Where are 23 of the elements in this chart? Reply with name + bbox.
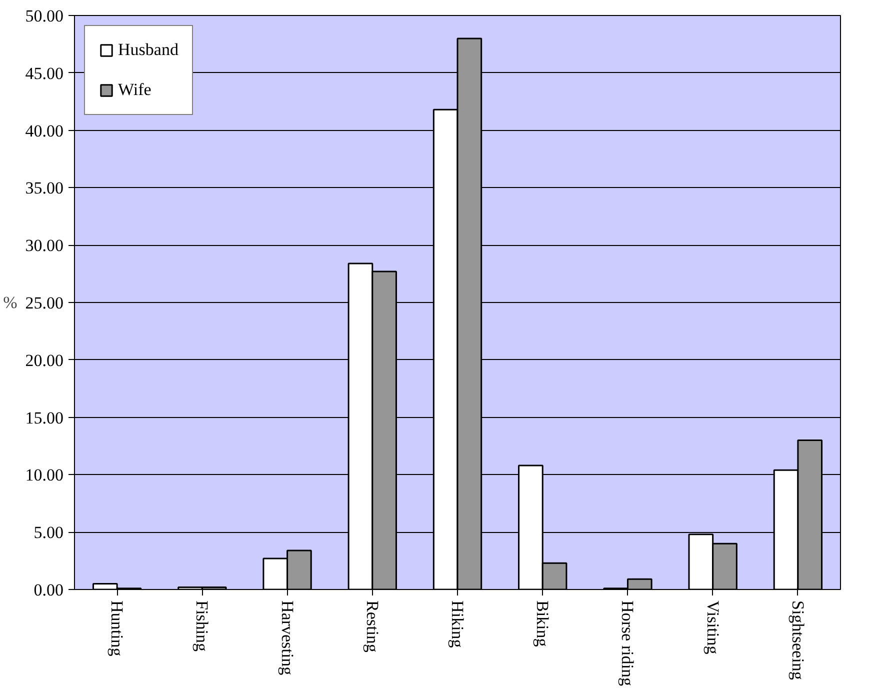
y-tick-label: 50.00 [25, 6, 64, 26]
x-tick-label: Harvesting [278, 600, 297, 676]
x-tick-label: Fishing [192, 600, 212, 652]
y-tick-label: 10.00 [25, 466, 64, 485]
x-tick-label: Hunting [108, 600, 127, 657]
y-tick-label: 15.00 [25, 408, 64, 428]
x-tick-label: Biking [533, 600, 552, 648]
y-tick-label: 25.00 [25, 294, 64, 312]
y-tick-label: 35.00 [25, 178, 64, 198]
y-tick-label: 45.00 [25, 64, 64, 83]
x-tick-label: Visiting [703, 600, 722, 655]
x-tick-label: Hiking [448, 600, 467, 648]
legend-label: Wife [118, 80, 152, 100]
y-tick-label: 30.00 [25, 236, 64, 256]
legend-label: Husband [118, 40, 178, 60]
y-tick-label: 40.00 [25, 121, 64, 140]
y-tick-label: 5.00 [34, 523, 64, 542]
x-tick-label: Sightseeing [788, 600, 808, 680]
y-tick-label: 20.00 [25, 350, 64, 370]
y-axis-title: % [3, 293, 18, 312]
y-tick-label: 0.00 [34, 580, 64, 600]
x-tick-label: Resting [362, 600, 382, 653]
x-tick-label: Horse riding [618, 600, 638, 686]
